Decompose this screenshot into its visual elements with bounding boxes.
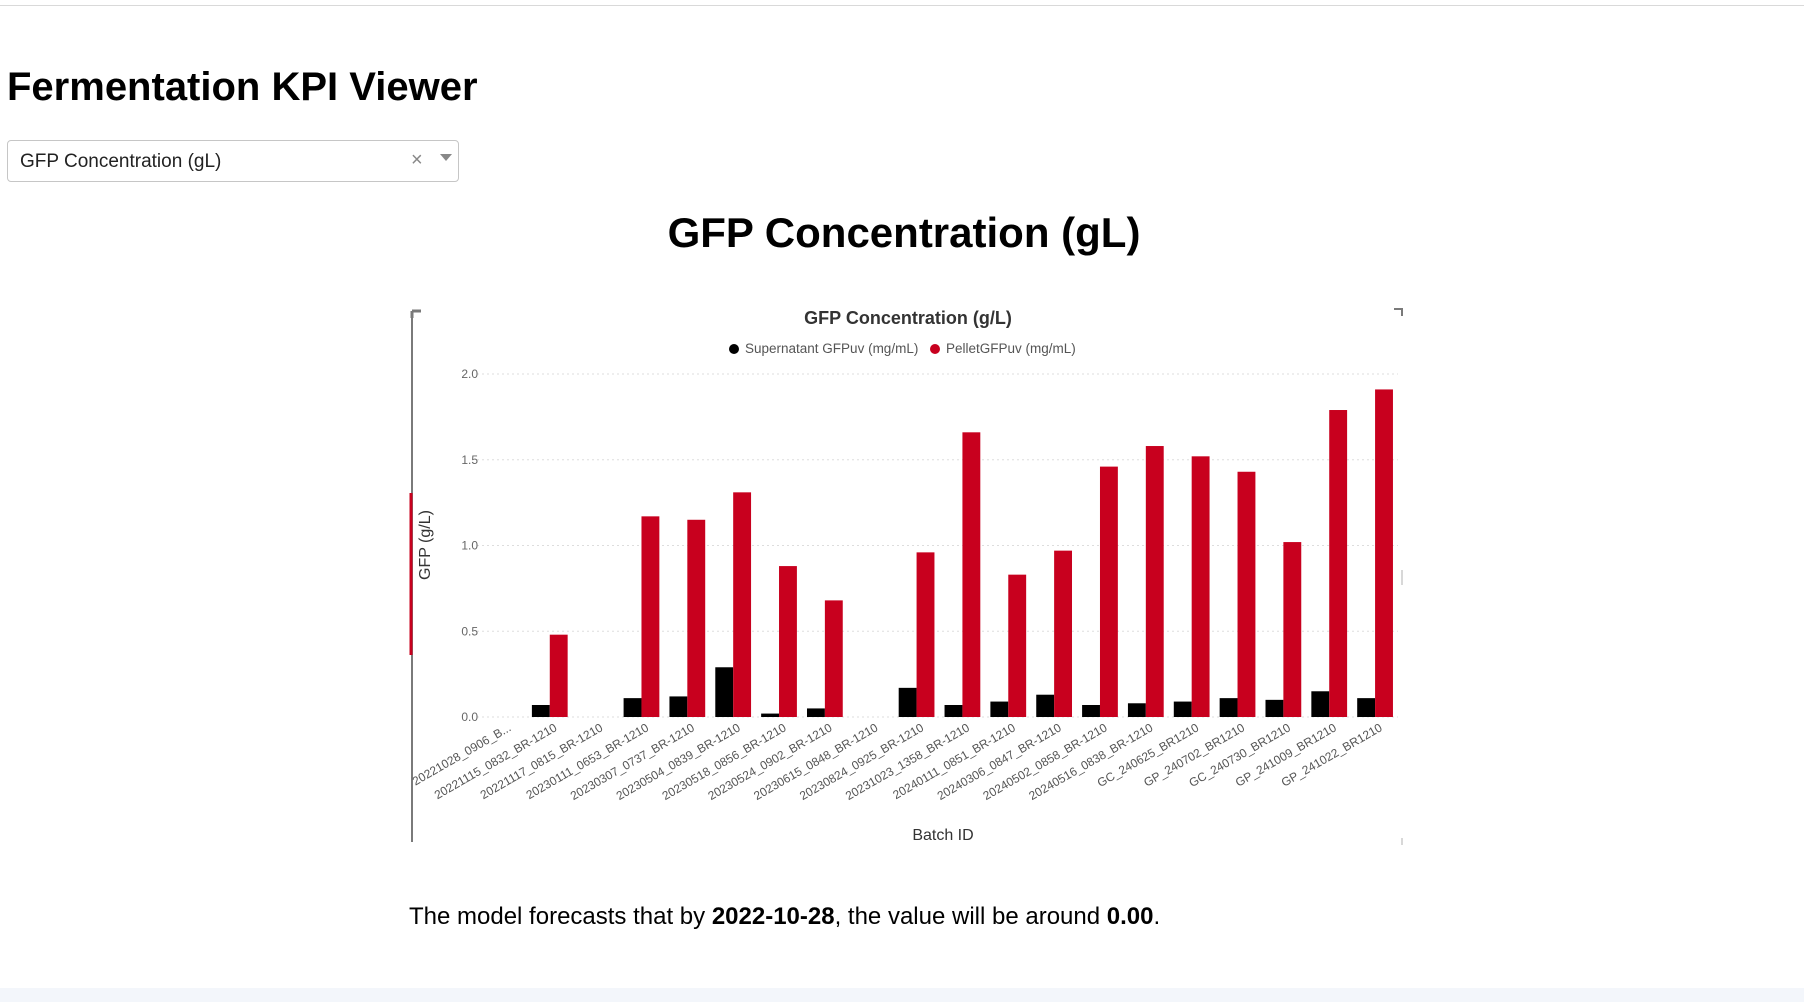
- forecast-value: 0.00: [1106, 903, 1154, 930]
- y-tick-label: 2.0: [461, 367, 478, 381]
- legend-marker: [930, 344, 940, 354]
- chart-top-right-corner: [1394, 308, 1403, 316]
- bar-pellet: [549, 634, 568, 717]
- bar-supernatant: [806, 708, 825, 717]
- y-axis-ticks: 0.0 0.5 1.0 1.5 2.0: [461, 367, 478, 724]
- bar-supernatant: [1219, 698, 1238, 717]
- chart-title: GFP Concentration (g/L): [804, 308, 1012, 328]
- bar-pellet: [641, 516, 660, 717]
- bar-pellet: [916, 552, 935, 717]
- bar-supernatant: [1357, 698, 1376, 717]
- kpi-dropdown[interactable]: GFP Concentration (gL) ×: [7, 140, 459, 182]
- legend-label: PelletGFPuv (mg/mL): [946, 341, 1076, 356]
- bar-supernatant: [1265, 699, 1284, 717]
- y-tick-label: 1.5: [461, 453, 478, 467]
- forecast-suffix: .: [1153, 903, 1161, 930]
- bar-pellet: [1008, 574, 1027, 717]
- clear-icon[interactable]: ×: [411, 149, 423, 171]
- x-axis-ticks: 20221028_0906_B...20221115_0832_BR-12102…: [410, 720, 1385, 803]
- bar-pellet: [1145, 446, 1164, 717]
- bar-supernatant: [531, 704, 550, 717]
- bar-supernatant: [898, 687, 917, 717]
- y-tick-label: 1.0: [461, 539, 478, 553]
- chart-top-left-corner: [410, 309, 421, 318]
- chart-bars: [531, 389, 1393, 717]
- legend-label: Supernatant GFPuv (mg/mL): [745, 341, 918, 356]
- bar-supernatant: [944, 704, 963, 717]
- forecast-middle: , the value will be around: [834, 903, 1107, 930]
- bar-pellet: [1099, 466, 1118, 717]
- bar-pellet: [1191, 456, 1210, 717]
- forecast-date: 2022-10-28: [711, 903, 835, 930]
- bar-pellet: [687, 519, 706, 717]
- section-title: GFP Concentration (gL): [667, 209, 1141, 256]
- y-tick-label: 0.0: [461, 710, 478, 724]
- bar-supernatant: [1082, 704, 1100, 717]
- bar-pellet: [824, 600, 843, 717]
- bar-pellet: [962, 432, 981, 717]
- bar-pellet: [1237, 471, 1256, 717]
- bar-supernatant: [1127, 703, 1146, 717]
- bar-supernatant: [715, 667, 734, 717]
- top-divider: [0, 5, 1804, 6]
- y-tick-label: 0.5: [461, 624, 478, 638]
- forecast-prefix: The model forecasts that by: [409, 903, 712, 930]
- bar-supernatant: [1311, 691, 1330, 717]
- bar-supernatant: [623, 698, 642, 717]
- kpi-dropdown-value: GFP Concentration (gL): [20, 151, 222, 172]
- bar-pellet: [1329, 410, 1348, 717]
- gfp-bar-chart: GFP Concentration (g/L) Supernatant GFPu…: [409, 308, 1403, 845]
- forecast-text: The model forecasts that by 2022-10-28, …: [409, 902, 1160, 932]
- y-axis-label: GFP (g/L): [417, 510, 434, 580]
- bar-supernatant: [761, 713, 780, 717]
- chevron-down-icon[interactable]: [440, 154, 452, 161]
- bar-supernatant: [669, 696, 688, 717]
- bar-pellet: [1283, 542, 1302, 717]
- bar-pellet: [733, 492, 752, 717]
- x-axis-label: Batch ID: [912, 827, 973, 844]
- bar-supernatant: [1173, 701, 1192, 717]
- chart-legend: Supernatant GFPuv (mg/mL) PelletGFPuv (mg…: [729, 341, 1076, 356]
- app-title: Fermentation KPI Viewer: [7, 65, 478, 109]
- bar-supernatant: [1036, 694, 1055, 717]
- chart-gridlines: [477, 373, 1398, 718]
- chart-frame: [409, 308, 1403, 845]
- bar-pellet: [779, 566, 797, 717]
- bar-supernatant: [990, 701, 1009, 717]
- bottom-band: [0, 988, 1804, 1002]
- legend-marker: [729, 344, 739, 354]
- bar-pellet: [1054, 550, 1073, 717]
- bar-pellet: [1375, 389, 1393, 717]
